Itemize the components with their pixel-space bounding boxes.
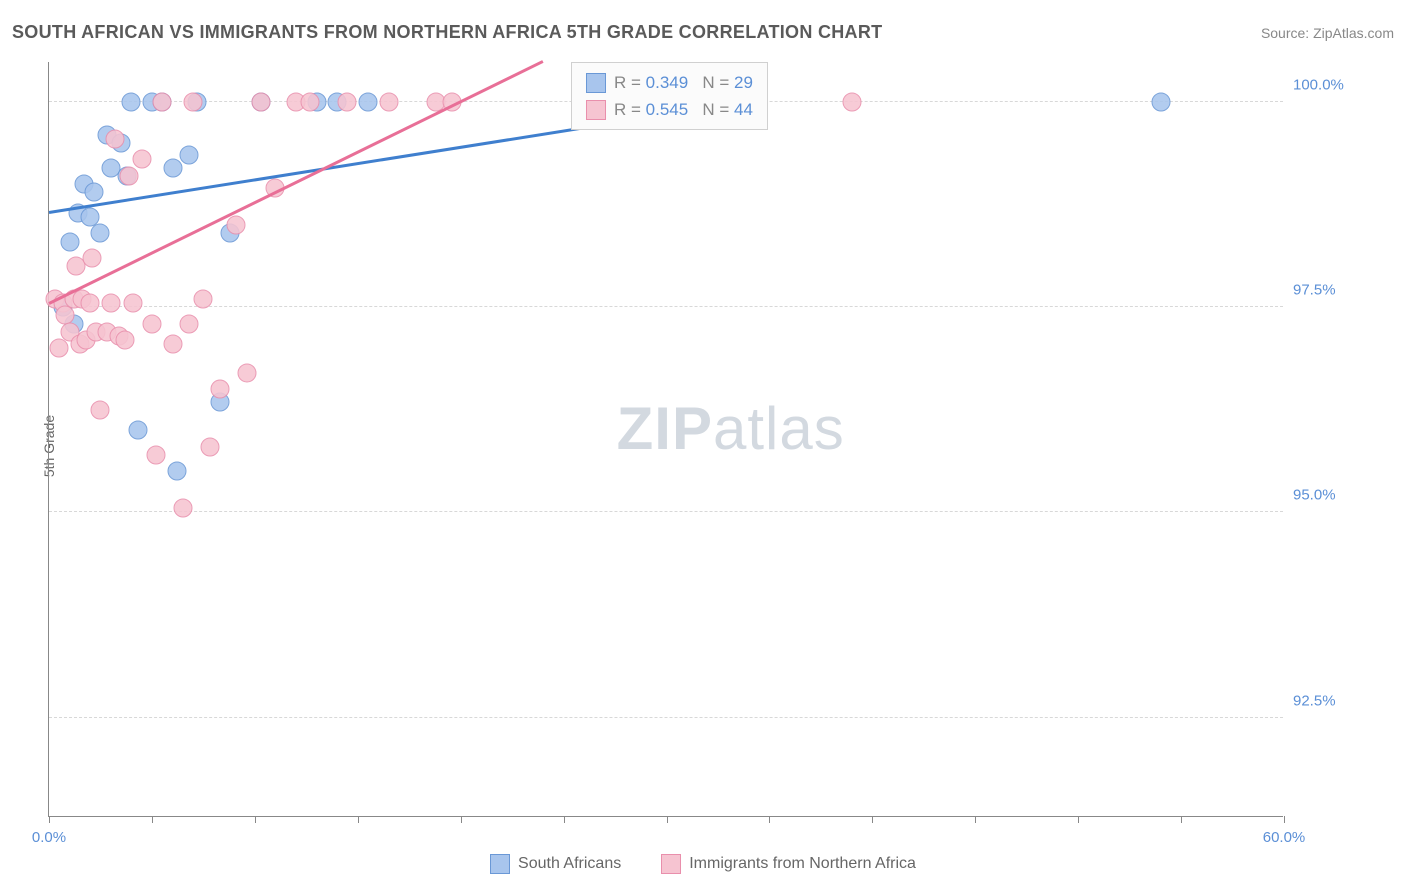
data-point (124, 294, 143, 313)
x-tick-label: 0.0% (32, 829, 66, 846)
data-point (842, 93, 861, 112)
data-point (128, 421, 147, 440)
y-tick-label: 97.5% (1293, 282, 1373, 299)
x-tick (152, 816, 153, 823)
x-tick (872, 816, 873, 823)
data-point (116, 331, 135, 350)
data-point (173, 499, 192, 518)
watermark: ZIPatlas (617, 394, 845, 463)
legend-label: South Africans (518, 855, 621, 873)
legend-swatch (586, 73, 606, 93)
data-point (120, 166, 139, 185)
data-point (153, 93, 172, 112)
data-point (147, 445, 166, 464)
data-point (91, 224, 110, 243)
data-point (91, 400, 110, 419)
stats-legend: R = 0.349 N = 29R = 0.545 N = 44 (571, 62, 768, 130)
data-point (85, 183, 104, 202)
x-tick (461, 816, 462, 823)
x-tick (769, 816, 770, 823)
data-point (184, 93, 203, 112)
legend-swatch (490, 854, 510, 874)
data-point (163, 158, 182, 177)
scatter-plot: ZIPatlas 92.5%95.0%97.5%100.0%0.0%60.0%R… (48, 62, 1283, 817)
x-tick (564, 816, 565, 823)
data-point (83, 248, 102, 267)
stats-legend-row: R = 0.545 N = 44 (586, 96, 753, 123)
x-tick (255, 816, 256, 823)
legend-swatch (586, 100, 606, 120)
data-point (301, 93, 320, 112)
data-point (200, 437, 219, 456)
data-point (81, 294, 100, 313)
data-point (132, 150, 151, 169)
y-tick-label: 95.0% (1293, 487, 1373, 504)
source-label: Source: ZipAtlas.com (1261, 25, 1394, 41)
x-tick (49, 816, 50, 823)
x-tick (975, 816, 976, 823)
data-point (194, 290, 213, 309)
data-point (101, 294, 120, 313)
legend-item: South Africans (490, 854, 621, 874)
gridline (49, 306, 1283, 307)
data-point (122, 93, 141, 112)
legend-label: Immigrants from Northern Africa (689, 855, 916, 873)
data-point (252, 93, 271, 112)
y-tick-label: 92.5% (1293, 692, 1373, 709)
legend-swatch (661, 854, 681, 874)
gridline (49, 717, 1283, 718)
x-tick (667, 816, 668, 823)
data-point (179, 146, 198, 165)
data-point (50, 339, 69, 358)
chart-title: SOUTH AFRICAN VS IMMIGRANTS FROM NORTHER… (12, 22, 882, 43)
data-point (359, 93, 378, 112)
data-point (237, 363, 256, 382)
x-tick-label: 60.0% (1263, 829, 1306, 846)
data-point (163, 335, 182, 354)
data-point (227, 216, 246, 235)
y-tick-label: 100.0% (1293, 77, 1373, 94)
data-point (210, 380, 229, 399)
data-point (142, 314, 161, 333)
data-point (379, 93, 398, 112)
x-tick (1284, 816, 1285, 823)
data-point (338, 93, 357, 112)
x-tick (1181, 816, 1182, 823)
bottom-legend: South Africans Immigrants from Northern A… (0, 854, 1406, 874)
x-tick (1078, 816, 1079, 823)
data-point (1151, 93, 1170, 112)
legend-item: Immigrants from Northern Africa (661, 854, 916, 874)
data-point (167, 462, 186, 481)
data-point (179, 314, 198, 333)
stats-legend-row: R = 0.349 N = 29 (586, 69, 753, 96)
data-point (105, 129, 124, 148)
gridline (49, 511, 1283, 512)
x-tick (358, 816, 359, 823)
data-point (60, 232, 79, 251)
